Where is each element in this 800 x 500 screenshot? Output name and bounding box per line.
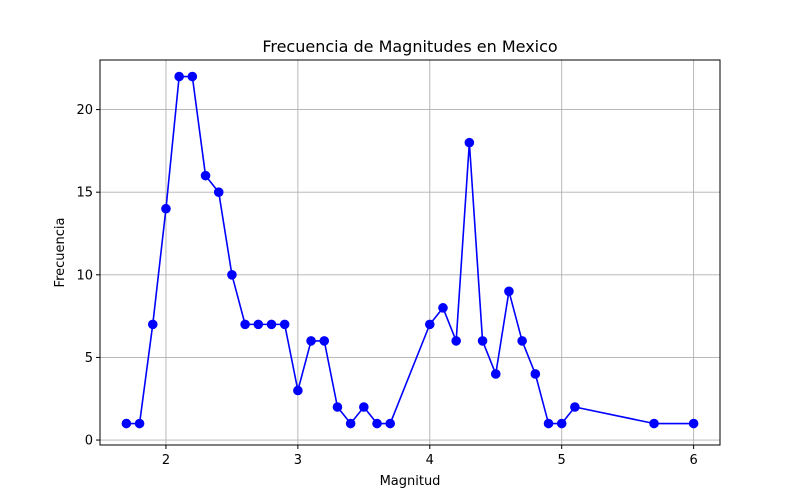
data-point [200, 170, 211, 181]
x-axis-label: Magnitud [380, 474, 441, 489]
data-point [121, 418, 132, 429]
y-tick-label: 15 [76, 186, 93, 201]
data-point [451, 336, 461, 346]
x-tick-label: 2 [162, 453, 170, 468]
data-point [688, 418, 699, 429]
data-point [385, 418, 396, 429]
y-tick-label: 10 [76, 268, 93, 283]
data-point [332, 402, 343, 412]
data-point [649, 418, 659, 429]
data-point [213, 187, 224, 197]
data-point [187, 71, 198, 82]
y-tick-label: 0 [85, 434, 93, 449]
data-point [345, 418, 356, 429]
data-point [240, 319, 250, 330]
data-point [293, 385, 303, 396]
data-point [174, 71, 184, 82]
data-point [504, 286, 514, 297]
data-point [517, 336, 527, 346]
y-tick-label: 5 [85, 351, 93, 366]
series-line [126, 75, 694, 425]
x-tick-label: 6 [689, 453, 697, 468]
ticks: 2 3 4 5 6 0 5 10 15 20 [76, 103, 697, 468]
data-point [134, 418, 145, 429]
data-point [477, 336, 488, 346]
data-point [306, 336, 316, 346]
data-point [147, 319, 158, 330]
data-point [490, 369, 501, 379]
data-point [372, 418, 382, 429]
data-point [438, 303, 448, 313]
data-point [253, 319, 264, 330]
y-tick-label: 20 [76, 103, 93, 118]
data-point [359, 402, 369, 412]
data-point [319, 336, 330, 346]
series-layer [121, 71, 699, 429]
data-point [570, 402, 580, 412]
data-point [279, 319, 290, 330]
grid [100, 60, 720, 445]
y-axis-label: Frecuencia [53, 218, 68, 288]
data-point [543, 418, 554, 429]
axes-frame [99, 59, 721, 446]
data-point [530, 369, 541, 379]
data-point [266, 319, 277, 330]
x-tick-label: 4 [426, 453, 434, 468]
x-tick-label: 5 [558, 453, 566, 468]
data-point [424, 319, 435, 330]
chart-title: Frecuencia de Magnitudes en Mexico [262, 37, 557, 56]
x-tick-label: 3 [294, 453, 302, 468]
data-point [464, 137, 475, 148]
data-point [161, 203, 171, 214]
data-point [227, 270, 237, 280]
data-point [556, 418, 567, 429]
